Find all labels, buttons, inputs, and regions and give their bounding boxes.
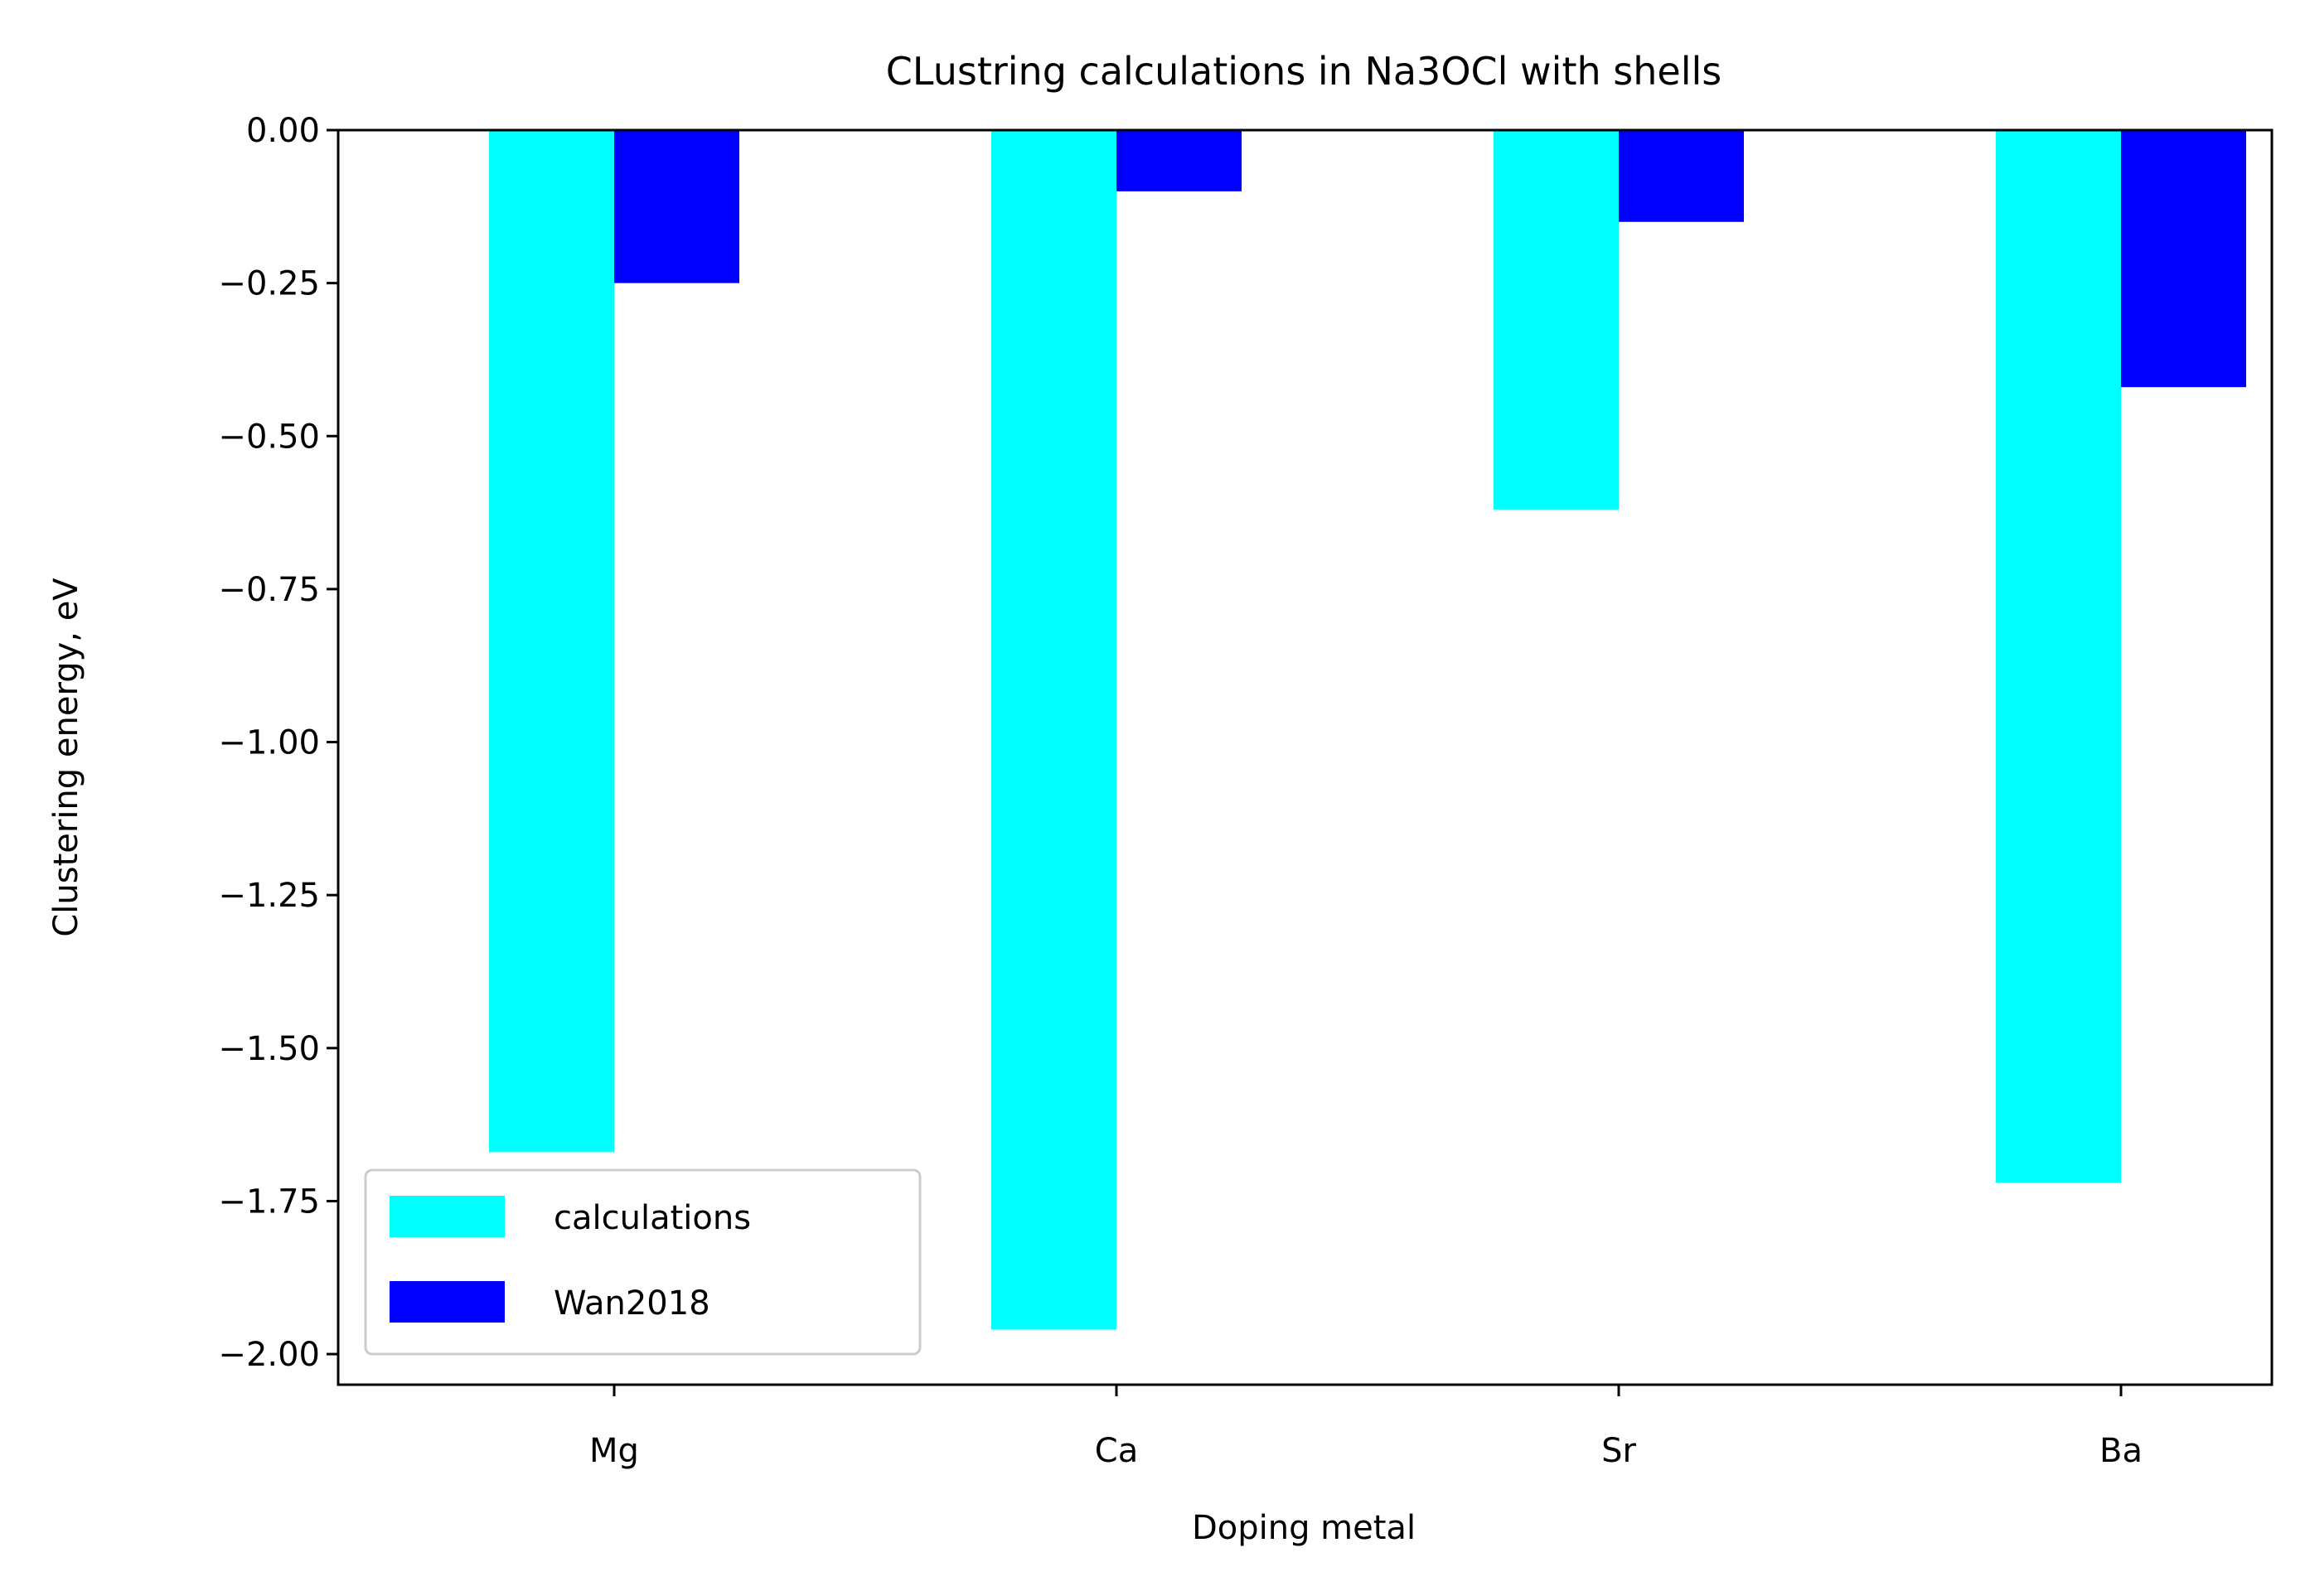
- legend-swatch-calculations: [390, 1196, 505, 1237]
- y-tick-label: −0.25: [218, 265, 320, 303]
- bar-calculations-mg: [489, 130, 614, 1153]
- y-tick-label: −1.25: [218, 877, 320, 915]
- x-axis: Mg Ca Sr Ba: [589, 1385, 2143, 1470]
- bars-layer: [489, 130, 2246, 1330]
- bar-calculations-sr: [1494, 130, 1619, 510]
- x-tick-label: Sr: [1601, 1432, 1636, 1470]
- legend-label-wan2018: Wan2018: [554, 1284, 710, 1323]
- x-tick-label: Mg: [589, 1432, 639, 1470]
- bar-calculations-ba: [1996, 130, 2121, 1183]
- y-tick-label: 0.00: [246, 112, 320, 150]
- y-tick-label: −1.50: [218, 1030, 320, 1068]
- chart-title: CLustring calculations in Na3OCl with sh…: [886, 49, 1721, 94]
- legend: calculations Wan2018: [364, 1168, 922, 1356]
- x-tick-label: Ba: [2099, 1432, 2143, 1470]
- x-tick-label: Ca: [1095, 1432, 1138, 1470]
- plot-frame: [337, 128, 2274, 1386]
- x-axis-label: Doping metal: [1192, 1509, 1416, 1547]
- y-axis-label: Clustering energy, eV: [47, 578, 85, 937]
- y-tick-label: −1.75: [218, 1182, 320, 1221]
- bar-wan2018-ba: [2121, 130, 2246, 388]
- legend-swatch-wan2018: [390, 1281, 505, 1323]
- y-axis: 0.00 −0.25 −0.50 −0.75 −1.00 −1.25 −1.50 −1.75 −…: [218, 112, 338, 1374]
- bar-wan2018-ca: [1116, 130, 1242, 191]
- y-tick-label: −1.00: [218, 724, 320, 762]
- bar-calculations-ca: [991, 130, 1116, 1330]
- y-tick-label: −2.00: [218, 1336, 320, 1374]
- bar-wan2018-sr: [1619, 130, 1744, 222]
- legend-label-calculations: calculations: [554, 1199, 751, 1237]
- bar-wan2018-mg: [614, 130, 739, 283]
- y-tick-label: −0.50: [218, 418, 320, 456]
- y-tick-label: −0.75: [218, 571, 320, 609]
